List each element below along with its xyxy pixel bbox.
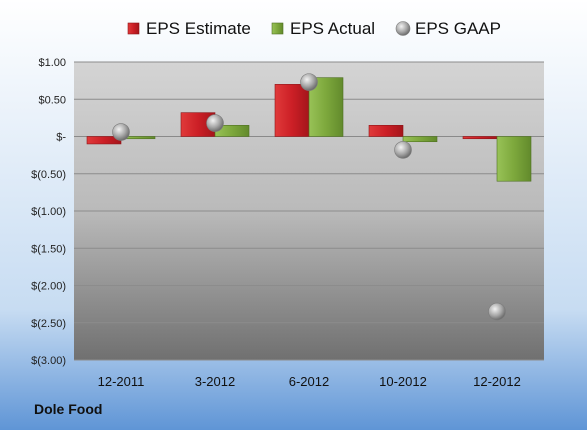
x-axis-ticks: 12-2011 3-2012 6-2012 10-2012 12-2012 bbox=[98, 374, 521, 389]
bar-estimate bbox=[462, 136, 498, 140]
legend-label: EPS GAAP bbox=[415, 19, 501, 38]
y-axis-ticks: $1.00 $0.50 $- $(0.50) $(1.00) $(1.50) $(2.00)… bbox=[31, 57, 66, 367]
legend-swatch bbox=[271, 22, 284, 35]
gaap-marker bbox=[112, 123, 130, 141]
x-tick-label: 6-2012 bbox=[289, 374, 329, 389]
legend: EPS Estimate EPS Actual EPS GAAP bbox=[127, 19, 501, 38]
legend-swatch bbox=[127, 22, 140, 35]
y-tick-label: $(2.50) bbox=[31, 318, 66, 330]
y-tick-label: $0.50 bbox=[38, 94, 66, 106]
x-tick-label: 10-2012 bbox=[379, 374, 427, 389]
x-tick-label: 3-2012 bbox=[195, 374, 235, 389]
gaap-marker bbox=[394, 141, 412, 159]
y-tick-label: $1.00 bbox=[38, 57, 66, 69]
y-tick-label: $(3.00) bbox=[31, 355, 66, 367]
legend-label: EPS Actual bbox=[290, 19, 375, 38]
bar-actual bbox=[496, 136, 532, 182]
y-tick-label: $(1.50) bbox=[31, 243, 66, 255]
gaap-marker bbox=[206, 114, 224, 132]
y-tick-label: $(2.00) bbox=[31, 281, 66, 293]
company-name: Dole Food bbox=[34, 401, 103, 417]
y-tick-label: $(0.50) bbox=[31, 169, 66, 181]
legend-label: EPS Estimate bbox=[146, 19, 251, 38]
x-tick-label: 12-2011 bbox=[98, 374, 145, 389]
x-tick-label: 12-2012 bbox=[473, 374, 521, 389]
gaap-marker bbox=[300, 73, 318, 91]
legend-swatch bbox=[395, 21, 411, 36]
gaap-markers bbox=[112, 73, 506, 321]
gaap-marker bbox=[488, 302, 506, 321]
y-tick-label: $- bbox=[56, 132, 66, 144]
bar-estimate bbox=[274, 84, 310, 137]
bar-actual bbox=[402, 136, 438, 143]
y-tick-label: $(1.00) bbox=[31, 206, 66, 218]
bar-estimate bbox=[368, 125, 404, 137]
